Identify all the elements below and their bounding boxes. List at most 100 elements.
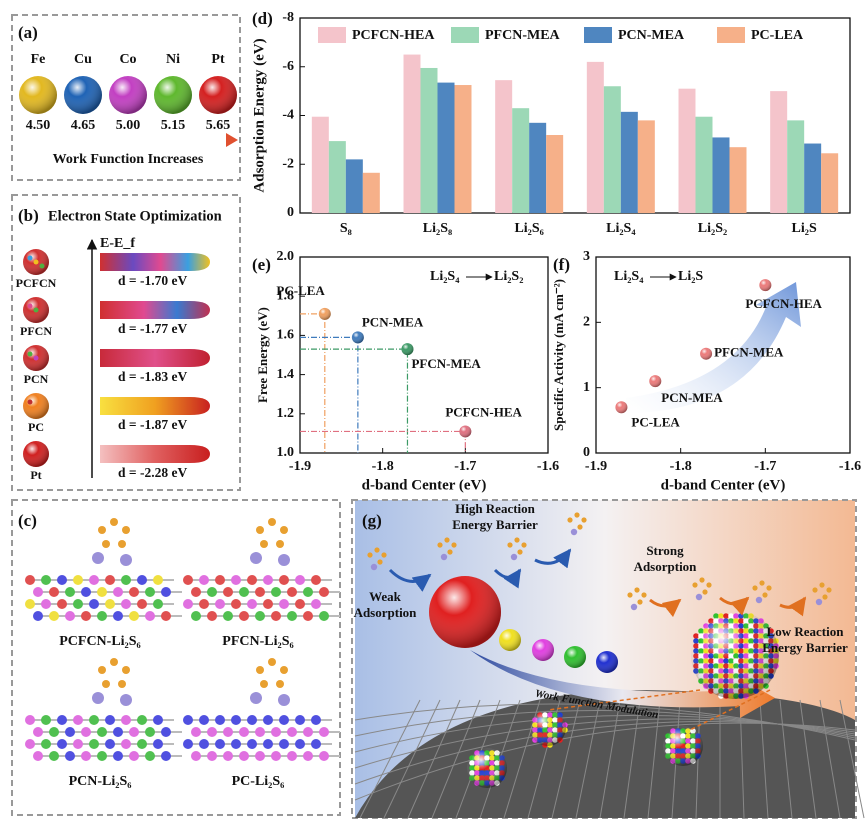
y-tick-label: 1.0: [277, 445, 295, 460]
atom: [231, 715, 241, 725]
adsorb-arrow: [493, 568, 522, 589]
sulfur: [581, 517, 587, 523]
sphere-shade: [499, 629, 521, 651]
y-tick-label: -6: [282, 59, 294, 74]
x-tick-label: -1.7: [754, 459, 776, 474]
atom: [33, 727, 43, 737]
structure-label: PFCN-Li₂S₆: [222, 634, 293, 649]
sulfur: [276, 680, 284, 688]
annotation: Li₂S₄: [614, 269, 644, 284]
sulfur: [367, 552, 373, 558]
atom: [207, 751, 217, 761]
graphene-line: [359, 699, 421, 819]
atom: [191, 611, 201, 621]
atom: [279, 599, 289, 609]
sulfur: [98, 666, 106, 674]
legend-label: PFCN-MEA: [485, 28, 561, 43]
x-tick-label: Li₂S₈: [423, 221, 452, 236]
atom: [41, 575, 51, 585]
atom: [81, 727, 91, 737]
atom: [49, 611, 59, 621]
annotation: Li₂S₂: [494, 269, 523, 284]
point-shade: [759, 279, 772, 292]
atom: [27, 255, 33, 261]
atom: [73, 715, 83, 725]
atom: [207, 587, 217, 597]
element-symbol: Co: [119, 52, 136, 67]
element-symbol: Fe: [31, 52, 46, 67]
atom: [113, 751, 123, 761]
bar: [546, 135, 564, 213]
atom: [57, 575, 67, 585]
panel-letter: (d): [252, 9, 273, 28]
d-band-value: d = -1.70 eV: [118, 273, 187, 288]
point-label: PC-LEA: [631, 414, 680, 429]
d-band-value: d = -2.28 eV: [118, 465, 187, 480]
guide-line: [300, 348, 409, 453]
atom: [247, 739, 257, 749]
sphere-shade: [23, 441, 49, 467]
graphene-line: [354, 703, 856, 741]
legend-swatch: [451, 27, 479, 43]
y-axis-label: Specific Activity (mA cm⁻²): [551, 279, 566, 431]
atom: [153, 599, 163, 609]
y-tick-label: 2: [583, 315, 590, 330]
atom: [223, 751, 233, 761]
legend-label: PCN-MEA: [618, 28, 685, 43]
plot-frame: [595, 256, 851, 454]
sphere-shade: [64, 76, 102, 114]
atom: [199, 575, 209, 585]
atom: [239, 587, 249, 597]
y-tick-label: -4: [282, 108, 294, 123]
sulfur: [260, 540, 268, 548]
sulfur: [122, 666, 130, 674]
sulfur: [256, 526, 264, 534]
atom: [145, 587, 155, 597]
atom: [191, 727, 201, 737]
structure-label: PCN-Li₂S₆: [69, 774, 132, 789]
atom: [191, 751, 201, 761]
atom: [97, 587, 107, 597]
bar: [586, 61, 604, 213]
lithium: [120, 694, 132, 706]
atom: [161, 751, 171, 761]
atom: [271, 587, 281, 597]
atom: [263, 599, 273, 609]
atom: [263, 575, 273, 585]
sulfur: [118, 680, 126, 688]
graphene-line: [779, 699, 793, 819]
panel-letter: (g): [362, 511, 382, 530]
material-label: PFCN: [20, 324, 52, 338]
bar: [620, 111, 638, 213]
legend-label: PCFCN-HEA: [352, 28, 435, 43]
atom: [113, 587, 123, 597]
atom: [247, 599, 257, 609]
atom: [49, 587, 59, 597]
annotation: Low Reaction Energy Barrier: [762, 624, 848, 655]
atom: [39, 263, 45, 269]
work-function: 4.65: [71, 118, 96, 133]
x-tick-label: -1.9: [289, 459, 311, 474]
point-shade: [459, 425, 472, 438]
atom: [89, 715, 99, 725]
sulfur: [634, 587, 640, 593]
bar: [529, 122, 547, 213]
panel-letter: (b): [18, 206, 39, 225]
bar: [420, 67, 438, 213]
atom: [137, 599, 147, 609]
point-label: PCN-MEA: [661, 390, 723, 405]
lithium: [815, 598, 823, 606]
caption: Work Function Increases: [53, 152, 204, 167]
point-shade: [318, 307, 331, 320]
panel-b: PCFCN d = -1.70 eV PFCN d = -1.77 eV PCN d = …: [16, 249, 210, 482]
atom: [57, 599, 67, 609]
plot-frame: [299, 256, 549, 454]
bar: [403, 54, 421, 213]
atom: [105, 715, 115, 725]
atom: [255, 751, 265, 761]
atom: [295, 599, 305, 609]
sphere-shade: [691, 611, 779, 699]
y-tick-label: 1.4: [277, 367, 295, 382]
atom: [319, 751, 329, 761]
material-label: Pt: [30, 468, 41, 482]
